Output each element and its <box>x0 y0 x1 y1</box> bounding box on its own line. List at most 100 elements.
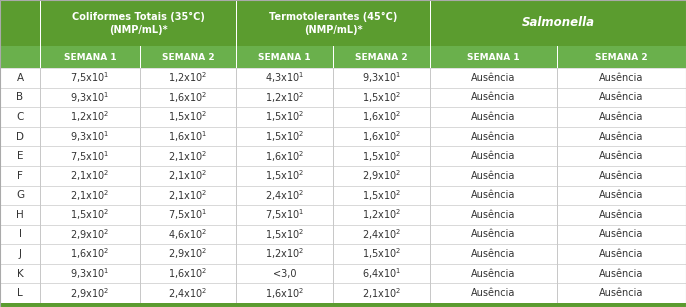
Text: 2,9x10$^2$: 2,9x10$^2$ <box>168 247 208 262</box>
Text: Ausência: Ausência <box>471 73 516 83</box>
Bar <box>235 46 237 68</box>
Bar <box>0 146 686 166</box>
Text: Ausência: Ausência <box>600 229 643 239</box>
Text: 1,5x10$^2$: 1,5x10$^2$ <box>362 188 401 203</box>
Text: 9,3x10$^1$: 9,3x10$^1$ <box>362 70 401 85</box>
Text: Ausência: Ausência <box>471 249 516 259</box>
Text: 1,6x10$^2$: 1,6x10$^2$ <box>265 286 304 301</box>
Text: Ausência: Ausência <box>600 151 643 161</box>
Bar <box>0 225 686 244</box>
Text: 2,1x10$^2$: 2,1x10$^2$ <box>168 149 208 164</box>
Text: 1,5x10$^2$: 1,5x10$^2$ <box>71 208 110 222</box>
Text: 2,9x10$^2$: 2,9x10$^2$ <box>362 168 401 183</box>
Text: 1,6x10$^1$: 1,6x10$^1$ <box>168 129 208 144</box>
Text: I: I <box>19 229 21 239</box>
Text: 1,2x10$^2$: 1,2x10$^2$ <box>362 208 401 222</box>
Text: 2,1x10$^2$: 2,1x10$^2$ <box>168 168 208 183</box>
Text: 2,4x10$^2$: 2,4x10$^2$ <box>265 188 304 203</box>
Bar <box>0 264 686 283</box>
Text: 7,5x10$^1$: 7,5x10$^1$ <box>168 208 208 222</box>
Text: Ausência: Ausência <box>471 171 516 181</box>
Text: 1,5x10$^2$: 1,5x10$^2$ <box>265 227 304 242</box>
Text: G: G <box>16 190 24 200</box>
Text: 1,5x10$^2$: 1,5x10$^2$ <box>168 110 208 124</box>
Bar <box>0 283 686 303</box>
Text: 1,5x10$^2$: 1,5x10$^2$ <box>265 129 304 144</box>
Bar <box>429 0 431 46</box>
Text: 9,3x10$^1$: 9,3x10$^1$ <box>70 90 110 105</box>
Bar <box>0 127 686 146</box>
Text: C: C <box>16 112 24 122</box>
Text: SEMANA 1: SEMANA 1 <box>64 52 117 61</box>
Text: (NMP/mL)*: (NMP/mL)* <box>304 25 362 35</box>
Text: 1,5x10$^2$: 1,5x10$^2$ <box>362 90 401 105</box>
Text: 9,3x10$^1$: 9,3x10$^1$ <box>70 129 110 144</box>
Text: Ausência: Ausência <box>600 171 643 181</box>
Text: 1,6x10$^2$: 1,6x10$^2$ <box>71 247 110 262</box>
Text: B: B <box>16 92 23 102</box>
Text: 1,2x10$^2$: 1,2x10$^2$ <box>168 70 208 85</box>
Text: K: K <box>16 269 23 279</box>
Text: 2,1x10$^2$: 2,1x10$^2$ <box>71 188 110 203</box>
Text: 1,6x10$^2$: 1,6x10$^2$ <box>265 149 304 164</box>
Bar <box>0 46 686 68</box>
Text: 2,9x10$^2$: 2,9x10$^2$ <box>71 227 110 242</box>
Text: 1,2x10$^2$: 1,2x10$^2$ <box>71 110 110 124</box>
Text: 1,5x10$^2$: 1,5x10$^2$ <box>362 149 401 164</box>
Text: Ausência: Ausência <box>600 269 643 279</box>
Text: H: H <box>16 210 24 220</box>
Text: F: F <box>17 171 23 181</box>
Bar <box>556 46 558 68</box>
Text: Ausência: Ausência <box>471 229 516 239</box>
Text: 1,5x10$^2$: 1,5x10$^2$ <box>265 110 304 124</box>
Bar <box>0 166 686 185</box>
Text: 1,6x10$^2$: 1,6x10$^2$ <box>168 90 208 105</box>
Bar <box>235 0 237 46</box>
Text: SEMANA 1: SEMANA 1 <box>467 52 520 61</box>
Text: Coliformes Totais (35°C): Coliformes Totais (35°C) <box>71 12 204 22</box>
Text: Ausência: Ausência <box>471 112 516 122</box>
Text: 2,1x10$^2$: 2,1x10$^2$ <box>168 188 208 203</box>
Text: Termotolerantes (45°C): Termotolerantes (45°C) <box>269 12 397 22</box>
Text: Ausência: Ausência <box>471 151 516 161</box>
Text: <3,0: <3,0 <box>273 269 296 279</box>
Text: Ausência: Ausência <box>471 269 516 279</box>
Text: 1,2x10$^2$: 1,2x10$^2$ <box>265 247 304 262</box>
Text: 2,1x10$^2$: 2,1x10$^2$ <box>71 168 110 183</box>
Text: Ausência: Ausência <box>471 288 516 298</box>
Text: Ausência: Ausência <box>600 190 643 200</box>
Bar <box>0 244 686 264</box>
Text: 6,4x10$^1$: 6,4x10$^1$ <box>362 266 401 281</box>
Text: Ausência: Ausência <box>600 131 643 142</box>
Bar <box>0 68 686 87</box>
Bar <box>0 107 686 127</box>
Text: 1,5x10$^2$: 1,5x10$^2$ <box>362 247 401 262</box>
Bar <box>0 0 686 46</box>
Text: Ausência: Ausência <box>600 249 643 259</box>
Bar <box>139 46 141 68</box>
Text: Ausência: Ausência <box>471 210 516 220</box>
Bar <box>429 46 431 68</box>
Text: 7,5x10$^1$: 7,5x10$^1$ <box>70 149 110 164</box>
Text: 9,3x10$^1$: 9,3x10$^1$ <box>70 266 110 281</box>
Text: SEMANA 2: SEMANA 2 <box>595 52 648 61</box>
Text: Ausência: Ausência <box>600 73 643 83</box>
Text: 7,5x10$^1$: 7,5x10$^1$ <box>70 70 110 85</box>
Text: 1,6x10$^2$: 1,6x10$^2$ <box>362 110 401 124</box>
Text: SEMANA 2: SEMANA 2 <box>355 52 407 61</box>
Text: Ausência: Ausência <box>471 92 516 102</box>
Text: 7,5x10$^1$: 7,5x10$^1$ <box>265 208 304 222</box>
Text: 2,9x10$^2$: 2,9x10$^2$ <box>71 286 110 301</box>
Text: E: E <box>16 151 23 161</box>
Text: SEMANA 1: SEMANA 1 <box>258 52 311 61</box>
Text: A: A <box>16 73 23 83</box>
Text: 1,2x10$^2$: 1,2x10$^2$ <box>265 90 304 105</box>
Text: Ausência: Ausência <box>600 288 643 298</box>
Text: SEMANA 2: SEMANA 2 <box>162 52 214 61</box>
Text: 2,4x10$^2$: 2,4x10$^2$ <box>168 286 208 301</box>
Text: 1,6x10$^2$: 1,6x10$^2$ <box>362 129 401 144</box>
Text: D: D <box>16 131 24 142</box>
Text: Ausência: Ausência <box>600 210 643 220</box>
Bar <box>0 185 686 205</box>
Text: Ausência: Ausência <box>471 131 516 142</box>
